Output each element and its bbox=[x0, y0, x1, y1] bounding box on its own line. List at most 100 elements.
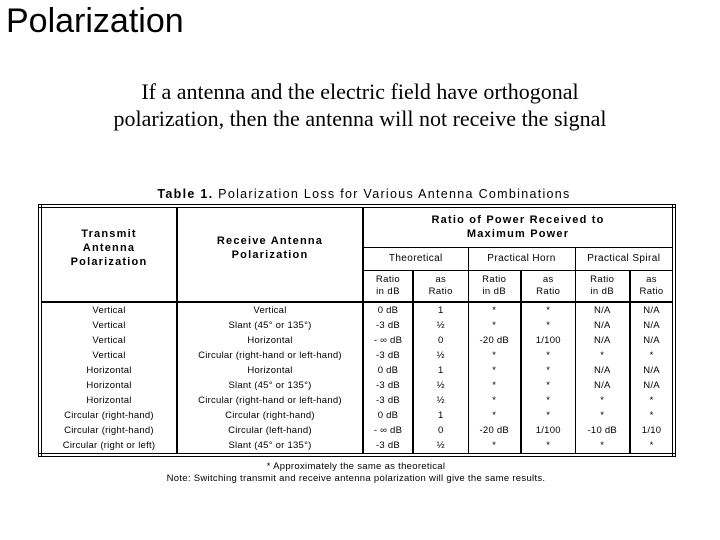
table-cell: * bbox=[467, 438, 522, 455]
table-cell: * bbox=[467, 408, 522, 423]
table-cell: Horizontal bbox=[39, 393, 178, 408]
table-cell: 0 dB bbox=[362, 408, 414, 423]
table-cell: Circular (right-hand) bbox=[39, 423, 178, 438]
table-cell: Horizontal bbox=[176, 363, 364, 378]
table-cell: N/A bbox=[574, 318, 631, 333]
header-theoretical-ratio-db: Ratio in dB bbox=[362, 269, 414, 303]
table-cell: Vertical bbox=[39, 318, 178, 333]
table-cell: ½ bbox=[412, 348, 469, 363]
table-cell: Circular (right or left) bbox=[39, 438, 178, 455]
table-cell: * bbox=[467, 318, 522, 333]
table-row: Horizontal Circular (right-hand or left-h… bbox=[39, 393, 675, 408]
table-cell: Circular (right-hand) bbox=[39, 408, 178, 423]
table-cell: Circular (right-hand or left-hand) bbox=[176, 348, 364, 363]
table-row: Horizontal Slant (45° or 135°) -3 dB ½ * * N/A… bbox=[39, 378, 675, 393]
header-theoretical-as-ratio: as Ratio bbox=[412, 269, 469, 303]
table-row: Vertical Slant (45° or 135°) -3 dB ½ * * N/A N/… bbox=[39, 318, 675, 333]
header-transmit-polarization: Transmit Antenna Polarization bbox=[39, 205, 178, 303]
footnote-note: Note: Switching transmit and receive ant… bbox=[166, 472, 546, 484]
table-cell: * bbox=[467, 302, 522, 318]
table-row: Vertical Vertical 0 dB 1 * * N/A N/A bbox=[39, 302, 675, 318]
table-cell: ½ bbox=[412, 393, 469, 408]
table-cell: N/A bbox=[574, 302, 631, 318]
polarization-table-block: Table 1. Polarization Loss for Various A… bbox=[38, 187, 677, 484]
table-cell: 0 dB bbox=[362, 363, 414, 378]
table-caption-number: Table 1. bbox=[157, 187, 214, 201]
table-cell: * bbox=[574, 348, 631, 363]
table-cell: Horizontal bbox=[39, 363, 178, 378]
header-practical-horn: Practical Horn bbox=[467, 246, 576, 271]
table-row: Vertical Horizontal - ∞ dB 0 -20 dB 1/100 N/A N… bbox=[39, 333, 675, 348]
table-cell: * bbox=[520, 393, 576, 408]
table-cell: * bbox=[467, 363, 522, 378]
table-row: Circular (right-hand) Circular (right-han… bbox=[39, 408, 675, 423]
table-footnotes: * Approximately the same as theoretical … bbox=[38, 461, 674, 484]
table-cell: 1 bbox=[412, 363, 469, 378]
table-cell: N/A bbox=[628, 318, 675, 333]
table-cell: * bbox=[628, 408, 675, 423]
table-cell: N/A bbox=[574, 378, 631, 393]
table-cell: * bbox=[574, 408, 631, 423]
table-cell: 1/100 bbox=[520, 333, 576, 348]
table-cell: 0 bbox=[412, 423, 469, 438]
table-cell: * bbox=[520, 348, 576, 363]
table-cell: * bbox=[467, 348, 522, 363]
table-row: Vertical Circular (right-hand or left-han… bbox=[39, 348, 675, 363]
table-cell: * bbox=[520, 438, 576, 455]
table-cell: * bbox=[574, 438, 631, 455]
page-title: Polarization bbox=[6, 2, 184, 40]
table-cell: 1/10 bbox=[628, 423, 675, 438]
table-cell: Circular (right-hand or left-hand) bbox=[176, 393, 364, 408]
table-cell: Vertical bbox=[39, 302, 178, 318]
table-cell: Slant (45° or 135°) bbox=[176, 438, 364, 455]
table-row: Horizontal Horizontal 0 dB 1 * * N/A N/A bbox=[39, 363, 675, 378]
header-ratio-group: Ratio of Power Received to Maximum Power bbox=[361, 205, 675, 248]
table-cell: 1 bbox=[412, 302, 469, 318]
table-cell: 0 dB bbox=[362, 302, 414, 318]
table-cell: -3 dB bbox=[362, 438, 414, 455]
table-cell: 1/100 bbox=[520, 423, 576, 438]
table-cell: Circular (right-hand) bbox=[176, 408, 364, 423]
header-spiral-ratio-db: Ratio in dB bbox=[574, 269, 631, 303]
header-horn-as-ratio: as Ratio bbox=[520, 269, 576, 303]
header-theoretical: Theoretical bbox=[362, 246, 469, 271]
table-cell: Circular (left-hand) bbox=[176, 423, 364, 438]
table-cell: * bbox=[467, 378, 522, 393]
table-cell: * bbox=[467, 393, 522, 408]
table-cell: * bbox=[520, 378, 576, 393]
table-row: Circular (right or left) Slant (45° or 13… bbox=[39, 438, 675, 455]
table-cell: N/A bbox=[574, 333, 631, 348]
header-receive-polarization: Receive Antenna Polarization bbox=[176, 205, 364, 303]
polarization-table: Transmit Antenna Polarization Receive An… bbox=[38, 204, 677, 457]
subtitle-paragraph: If a antenna and the electric field have… bbox=[113, 79, 607, 131]
table-cell: Slant (45° or 135°) bbox=[176, 318, 364, 333]
table-cell: N/A bbox=[628, 378, 675, 393]
table-cell: -3 dB bbox=[362, 393, 414, 408]
table-cell: -3 dB bbox=[362, 318, 414, 333]
footnote-asterisk: * Approximately the same as theoretical bbox=[266, 461, 446, 472]
table-cell: ½ bbox=[412, 378, 469, 393]
table-caption-text: Polarization Loss for Various Antenna Co… bbox=[213, 187, 571, 201]
table-cell: N/A bbox=[628, 333, 675, 348]
table-cell: Vertical bbox=[39, 348, 178, 363]
table-cell: 0 bbox=[412, 333, 469, 348]
header-spiral-as-ratio: as Ratio bbox=[628, 269, 675, 303]
table-cell: - ∞ dB bbox=[362, 423, 414, 438]
table-cell: Horizontal bbox=[39, 378, 178, 393]
header-horn-ratio-db: Ratio in dB bbox=[467, 269, 522, 303]
table-cell: 1 bbox=[412, 408, 469, 423]
table-cell: N/A bbox=[574, 363, 631, 378]
table-cell: * bbox=[520, 318, 576, 333]
table-cell: ½ bbox=[412, 438, 469, 455]
table-cell: Vertical bbox=[39, 333, 178, 348]
table-cell: * bbox=[520, 363, 576, 378]
header-practical-spiral: Practical Spiral bbox=[574, 246, 675, 271]
table-cell: ½ bbox=[412, 318, 469, 333]
table-cell: * bbox=[520, 408, 576, 423]
table-cell: Slant (45° or 135°) bbox=[176, 378, 364, 393]
table-cell: -10 dB bbox=[574, 423, 631, 438]
table-cell: * bbox=[628, 393, 675, 408]
table-body: Vertical Vertical 0 dB 1 * * N/A N/A Vertical Sla… bbox=[39, 302, 675, 455]
table-row: Circular (right-hand) Circular (left-hand… bbox=[39, 423, 675, 438]
